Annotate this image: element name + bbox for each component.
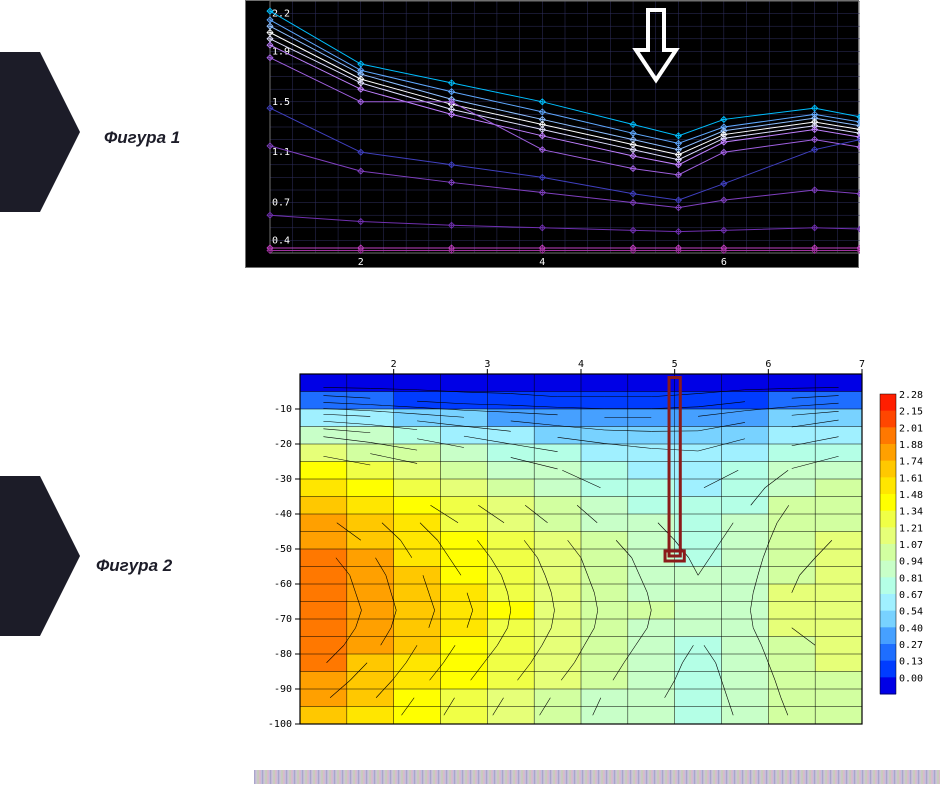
svg-text:3: 3 — [484, 359, 490, 370]
svg-text:-40: -40 — [274, 509, 292, 520]
noise-strip — [254, 770, 940, 784]
svg-text:0.94: 0.94 — [899, 557, 923, 568]
svg-text:1.5: 1.5 — [272, 97, 290, 108]
svg-text:-10: -10 — [274, 404, 292, 415]
svg-text:-100: -100 — [268, 719, 292, 730]
svg-text:-60: -60 — [274, 579, 292, 590]
svg-text:1.74: 1.74 — [899, 457, 923, 468]
svg-text:4: 4 — [539, 257, 545, 268]
svg-text:1.61: 1.61 — [899, 473, 923, 484]
svg-text:1.9: 1.9 — [272, 46, 290, 57]
svg-text:1.07: 1.07 — [899, 540, 923, 551]
svg-text:1.34: 1.34 — [899, 507, 923, 518]
arrow-down-icon — [630, 6, 682, 84]
svg-text:2.15: 2.15 — [899, 407, 923, 418]
svg-text:-20: -20 — [274, 439, 292, 450]
svg-text:2: 2 — [358, 257, 364, 268]
svg-text:0.4: 0.4 — [272, 235, 290, 246]
svg-text:2.28: 2.28 — [899, 390, 923, 401]
svg-text:0.81: 0.81 — [899, 573, 923, 584]
svg-text:1.21: 1.21 — [899, 523, 923, 534]
svg-text:-80: -80 — [274, 649, 292, 660]
figure-2-heatmap: 2 3 4 5 6 7 -10 -20 -30 -40 -50 -60 -70 -80 -90 -100 2.2… — [254, 354, 934, 740]
svg-text:5: 5 — [672, 359, 678, 370]
svg-text:2.01: 2.01 — [899, 423, 923, 434]
svg-text:-90: -90 — [274, 684, 292, 695]
svg-text:1.48: 1.48 — [899, 490, 923, 501]
svg-text:0.67: 0.67 — [899, 590, 923, 601]
svg-text:0.40: 0.40 — [899, 623, 923, 634]
figure-1-label: Фигура 1 — [104, 128, 180, 148]
svg-text:0.27: 0.27 — [899, 640, 923, 651]
svg-text:4: 4 — [578, 359, 584, 370]
figure-1-chart: 0.40.71.11.51.92.2246 — [245, 0, 859, 268]
svg-text:0.00: 0.00 — [899, 673, 923, 684]
svg-text:1.88: 1.88 — [899, 440, 923, 451]
svg-text:-30: -30 — [274, 474, 292, 485]
svg-text:2: 2 — [391, 359, 397, 370]
svg-text:6: 6 — [765, 359, 771, 370]
pentagon-marker-2 — [0, 476, 40, 636]
pentagon-marker-1 — [0, 52, 40, 212]
svg-text:-50: -50 — [274, 544, 292, 555]
figure-2-label: Фигура 2 — [96, 556, 172, 576]
svg-text:0.54: 0.54 — [899, 607, 923, 618]
svg-text:-70: -70 — [274, 614, 292, 625]
svg-text:7: 7 — [859, 359, 865, 370]
svg-text:0.7: 0.7 — [272, 198, 290, 209]
svg-text:6: 6 — [721, 257, 727, 268]
svg-text:0.13: 0.13 — [899, 657, 923, 668]
